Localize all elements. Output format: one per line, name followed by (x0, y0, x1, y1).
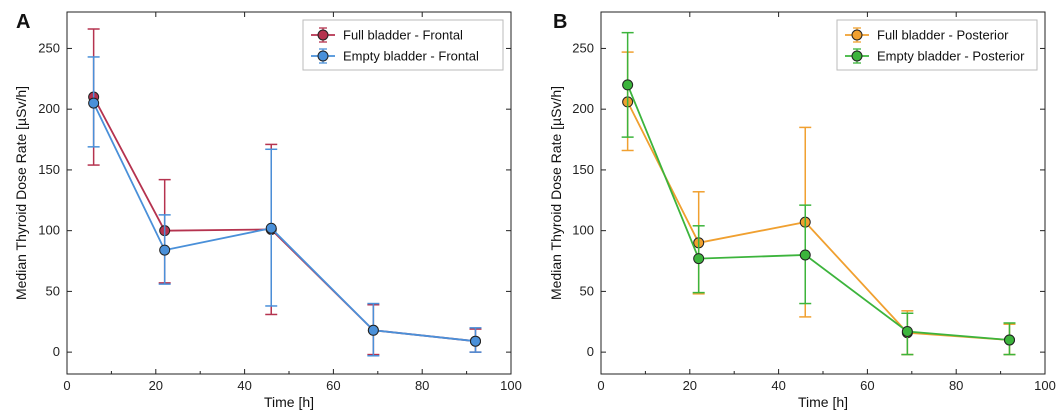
y-tick-label: 250 (38, 40, 60, 55)
series-1 (87, 28, 482, 356)
y-tick-label: 150 (38, 162, 60, 177)
y-tick-label: 50 (46, 283, 60, 298)
legend-label: Full bladder - Posterior (877, 28, 1009, 43)
data-point (799, 249, 811, 261)
legend-item-2: Empty bladder - Posterior (845, 48, 1025, 64)
x-tick-label: 100 (1034, 378, 1056, 393)
legend-swatch-marker (317, 29, 329, 41)
x-tick-label: 20 (683, 378, 697, 393)
series-2 (621, 31, 1016, 356)
x-axis-label: Time [h] (264, 394, 314, 410)
x-tick-label: 20 (149, 378, 163, 393)
legend-label: Empty bladder - Frontal (343, 49, 479, 64)
y-tick-label: 250 (572, 40, 594, 55)
y-tick-label: 50 (580, 283, 594, 298)
x-tick-label: 0 (63, 378, 70, 393)
x-tick-label: 40 (237, 378, 251, 393)
x-tick-label: 80 (415, 378, 429, 393)
y-tick-label: 200 (38, 101, 60, 116)
data-point (901, 325, 913, 337)
series-1 (621, 51, 1016, 356)
legend: Full bladder - Frontal Empty bladder - Fr… (302, 19, 504, 71)
y-axis-label: Median Thyroid Dose Rate [µSv/h] (548, 86, 564, 300)
y-tick-label: 150 (572, 162, 594, 177)
data-point (622, 79, 634, 91)
legend-swatch-marker (317, 50, 329, 62)
x-tick-label: 0 (597, 378, 604, 393)
chart-panel-b: B 0 20 40 60 80 100 0 50 100 150 200 250 Time [h] Medi… (548, 11, 1056, 410)
x-axis-label: Time [h] (798, 394, 848, 410)
y-tick-label: 0 (53, 344, 60, 359)
series-line (626, 101, 1010, 341)
y-tick-label: 200 (572, 101, 594, 116)
y-axis-label: Median Thyroid Dose Rate [µSv/h] (13, 86, 29, 300)
x-tick-label: 60 (326, 378, 340, 393)
legend-label: Empty bladder - Posterior (877, 49, 1025, 64)
panel-letter: A (16, 11, 30, 33)
panel-letter: B (553, 11, 567, 33)
data-point (88, 97, 100, 109)
legend-swatch-marker (851, 50, 863, 62)
x-tick-label: 60 (860, 378, 874, 393)
data-point (159, 244, 171, 256)
legend-item-2: Empty bladder - Frontal (311, 48, 479, 64)
legend-label: Full bladder - Frontal (343, 28, 463, 43)
data-point (265, 222, 277, 234)
x-tick-label: 40 (771, 378, 785, 393)
legend: Full bladder - Posterior Empty bladder - … (836, 19, 1038, 71)
y-tick-label: 0 (587, 344, 594, 359)
legend-box (302, 19, 504, 71)
series-line (92, 96, 476, 343)
y-tick-label: 100 (38, 223, 60, 238)
y-tick-label: 100 (572, 223, 594, 238)
data-point (693, 253, 705, 265)
data-point (469, 335, 481, 347)
legend-swatch-marker (851, 29, 863, 41)
x-tick-label: 100 (500, 378, 522, 393)
series-2 (87, 56, 482, 357)
x-tick-label: 80 (949, 378, 963, 393)
legend-item-1: Full bladder - Frontal (311, 27, 463, 43)
series-line (626, 84, 1010, 341)
data-point (1003, 334, 1015, 346)
legend-box (836, 19, 1038, 71)
legend-item-1: Full bladder - Posterior (845, 27, 1009, 43)
chart-panel-a: A 0 20 40 60 80 100 0 50 100 150 200 250 Time [h] Medi… (13, 11, 522, 410)
series-line (92, 102, 476, 343)
data-point (367, 324, 379, 336)
